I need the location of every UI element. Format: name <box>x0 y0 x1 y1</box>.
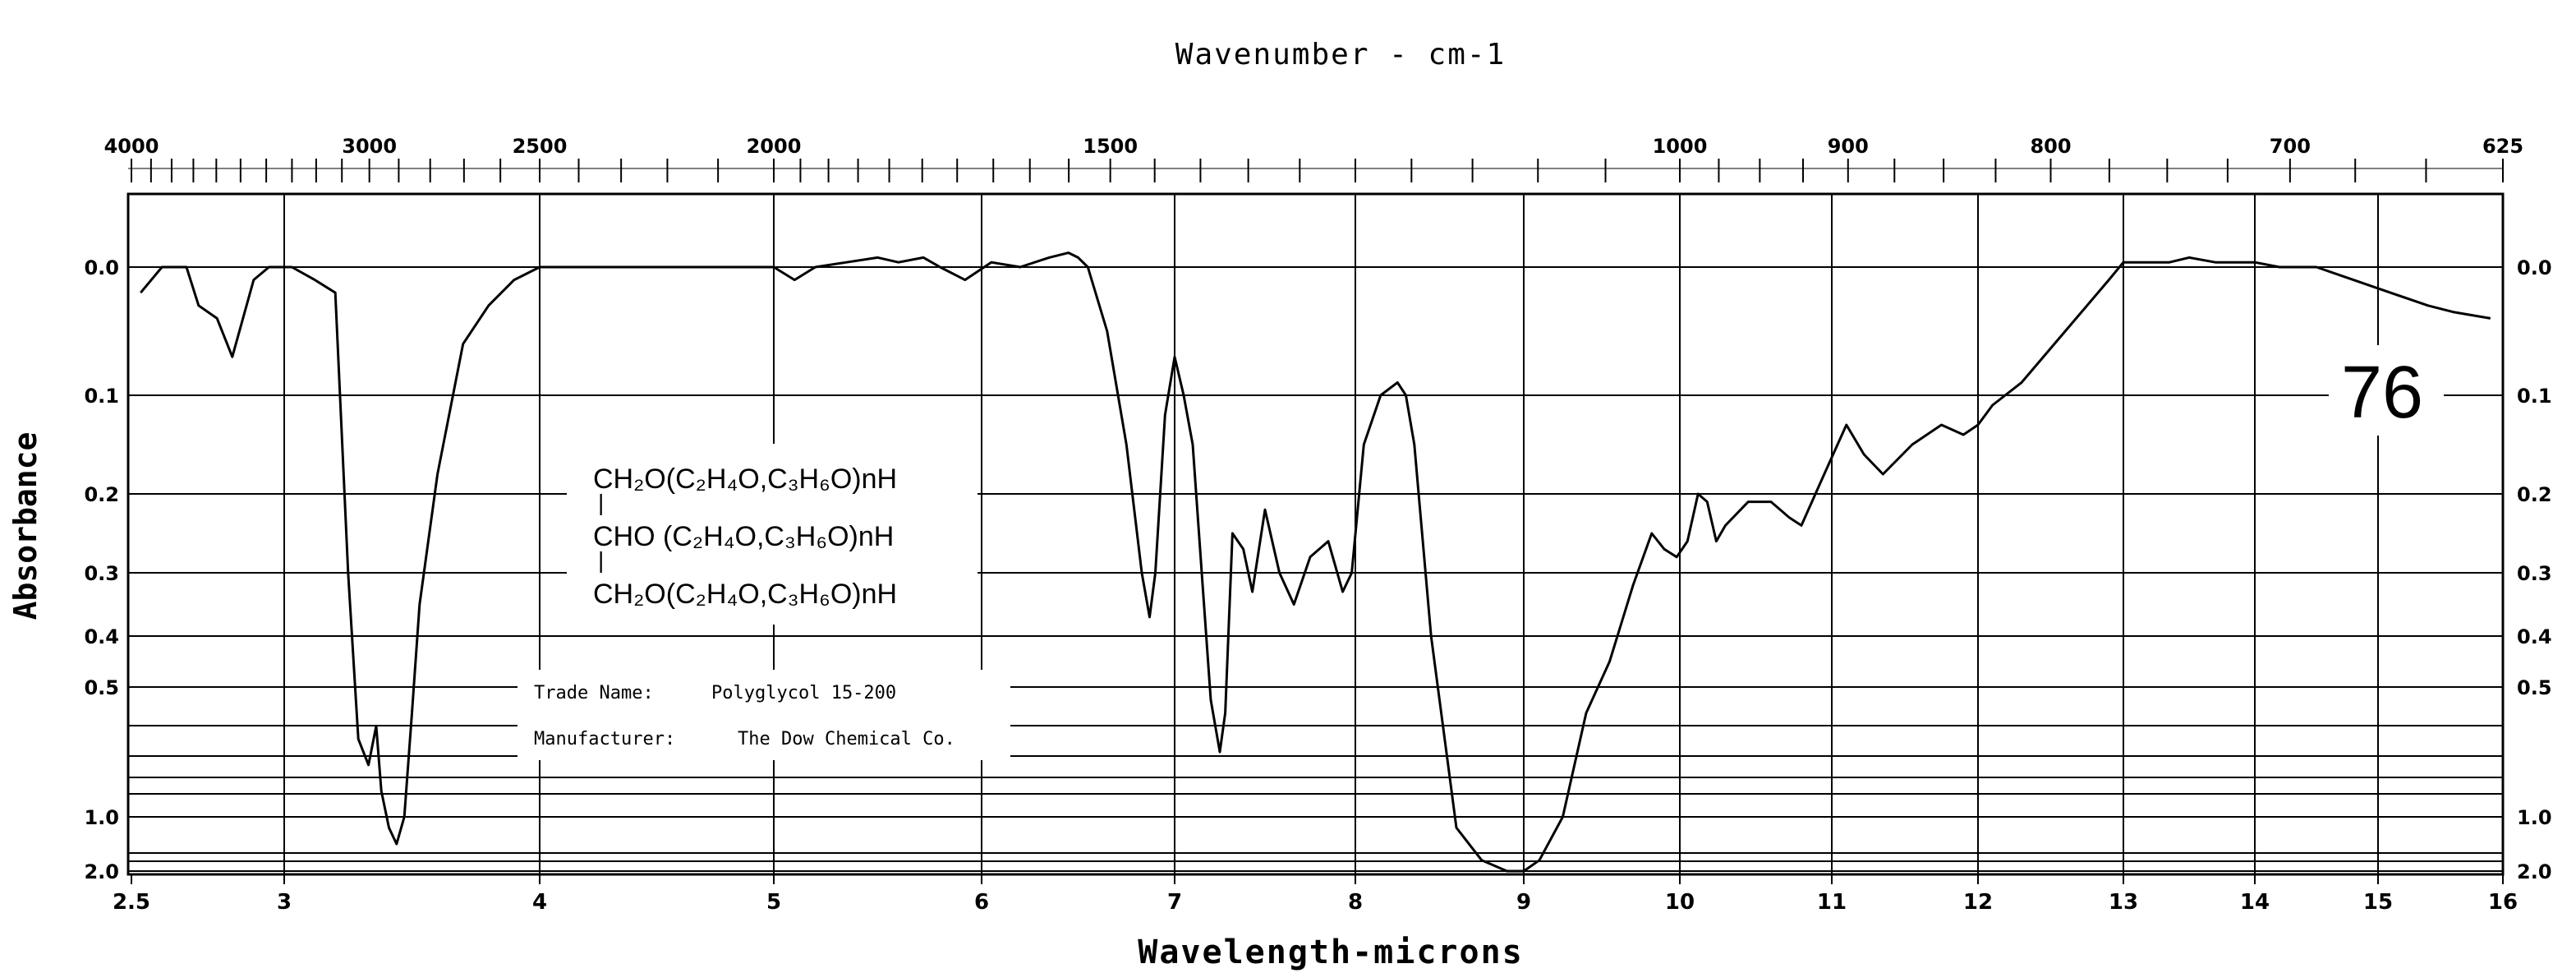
wavenumber-tick-label: 2000 <box>747 135 802 158</box>
wavenumber-tick-label: 700 <box>2270 135 2311 158</box>
y-tick-label-left: 0.4 <box>84 625 119 648</box>
y-tick-label-left: 0.1 <box>84 385 119 408</box>
structure-box-background <box>567 444 978 625</box>
y-axis-label: Absorbance <box>7 432 44 620</box>
wavenumber-tick-label: 900 <box>1828 135 1869 158</box>
y-tick-label-right: 2.0 <box>2517 860 2552 883</box>
y-tick-label-right: 0.2 <box>2517 483 2552 506</box>
y-tick-label-left: 1.0 <box>84 806 119 829</box>
spectrum-number: 76 <box>2341 352 2423 434</box>
info-box: Trade Name: Polyglycol 15-200 Manufactur… <box>518 670 1010 760</box>
wavenumber-tick-label: 800 <box>2030 135 2071 158</box>
y-tick-label-right: 0.5 <box>2517 676 2552 699</box>
x-tick-label: 9 <box>1516 890 1531 915</box>
spectrum-number-box: 76 <box>2329 345 2444 436</box>
y-tick-label-right: 0.4 <box>2517 625 2552 648</box>
spectrum-number-background <box>2329 345 2444 436</box>
wavenumber-tick-label: 4000 <box>104 135 159 158</box>
x-tick-label: 2.5 <box>113 890 150 915</box>
trade-name-label: Trade Name: <box>534 683 654 703</box>
x-tick-label: 13 <box>2109 890 2138 915</box>
spectrum-series <box>140 251 2491 873</box>
plot-frame <box>126 192 2505 876</box>
x-tick-label: 8 <box>1348 890 1363 915</box>
x-axis-label: Wavelength-microns <box>1138 934 1523 971</box>
x-tick-label: 4 <box>532 890 547 915</box>
wavenumber-tick-label: 3000 <box>342 135 397 158</box>
wavenumber-tick-label: 2500 <box>513 135 568 158</box>
x-tick-label: 11 <box>1817 890 1847 915</box>
y-tick-label-right: 0.3 <box>2517 562 2552 585</box>
y-tick-label-left: 0.0 <box>84 256 119 279</box>
x-tick-label: 16 <box>2488 890 2518 915</box>
structure-line-1: CH₂O(C₂H₄O,C₃H₆O)nH <box>593 463 897 495</box>
trade-name-value: Polyglycol 15-200 <box>711 683 896 703</box>
x-tick-label: 10 <box>1665 890 1695 915</box>
x-tick-label: 12 <box>1963 890 1993 915</box>
y-tick-label-left: 0.5 <box>84 676 119 699</box>
y-tick-label-right: 1.0 <box>2517 806 2552 829</box>
axis-ticks <box>128 159 2504 884</box>
x-tick-label: 14 <box>2240 890 2270 915</box>
y-tick-label-right: 0.1 <box>2517 385 2552 408</box>
chart-title: Wavenumber - cm-1 <box>1175 38 1506 71</box>
y-tick-label-right: 0.0 <box>2517 256 2552 279</box>
wavenumber-tick-label: 625 <box>2482 135 2523 158</box>
x-tick-label: 7 <box>1167 890 1182 915</box>
x-tick-label: 6 <box>974 890 989 915</box>
x-tick-label: 3 <box>277 890 292 915</box>
y-tick-label-left: 0.2 <box>84 483 119 506</box>
structure-line-3: CH₂O(C₂H₄O,C₃H₆O)nH <box>593 579 897 610</box>
structure-line-2: CHO (C₂H₄O,C₃H₆O)nH <box>593 521 894 552</box>
wavenumber-tick-label: 1500 <box>1083 135 1138 158</box>
manufacturer-value: The Dow Chemical Co. <box>738 729 955 749</box>
wavenumber-tick-label: 1000 <box>1653 135 1708 158</box>
x-tick-label: 15 <box>2363 890 2393 915</box>
y-tick-label-left: 2.0 <box>84 860 119 883</box>
info-box-background <box>518 670 1010 760</box>
grid <box>128 194 2503 874</box>
axis-tick-labels: 2.5 3 4 5 6 7 8 9 10 11 12 13 14 15 16 0.0 0.0 0.1 0.1 0.2 0… <box>84 135 2551 915</box>
x-tick-label: 5 <box>766 890 781 915</box>
y-tick-label-left: 0.3 <box>84 562 119 585</box>
manufacturer-label: Manufacturer: <box>534 729 675 749</box>
structure-bond-2: | <box>598 547 604 573</box>
structure-box: CH₂O(C₂H₄O,C₃H₆O)nH | CHO (C₂H₄O,C₃H₆O)n… <box>567 444 978 625</box>
structure-bond-1: | <box>598 490 604 515</box>
spectrum-line <box>140 251 2491 873</box>
